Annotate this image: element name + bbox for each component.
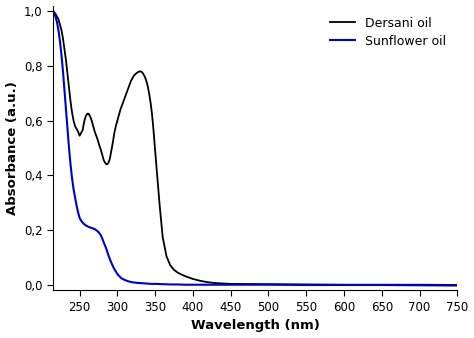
- Sunflower oil: [50, 9, 56, 13]
- Dersani oil: [119, 103, 125, 107]
- Dersani oil: [64, 72, 70, 76]
- Dersani oil: [50, 9, 56, 13]
- Dersani oil: [190, 277, 196, 281]
- Sunflower oil: [417, 283, 422, 287]
- Sunflower oil: [77, 216, 82, 220]
- Legend: Dersani oil, Sunflower oil: Dersani oil, Sunflower oil: [325, 12, 451, 53]
- X-axis label: Wavelength (nm): Wavelength (nm): [191, 319, 319, 333]
- Sunflower oil: [98, 233, 104, 237]
- Dersani oil: [68, 99, 73, 103]
- Sunflower oil: [95, 229, 100, 233]
- Line: Sunflower oil: Sunflower oil: [53, 11, 457, 286]
- Sunflower oil: [80, 220, 85, 224]
- Dersani oil: [78, 131, 84, 135]
- Sunflower oil: [455, 284, 460, 288]
- Line: Dersani oil: Dersani oil: [53, 11, 457, 285]
- Dersani oil: [455, 283, 460, 287]
- Dersani oil: [102, 161, 108, 165]
- Sunflower oil: [129, 280, 135, 284]
- Y-axis label: Absorbance (a.u.): Absorbance (a.u.): [6, 81, 18, 215]
